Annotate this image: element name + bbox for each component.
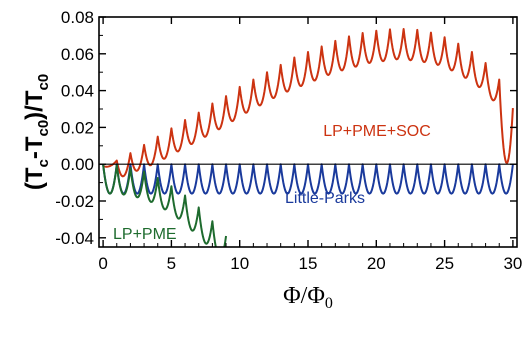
y-tick-label: 0.06 [61,45,94,64]
annotation-little-parks: Little-Parks [285,190,365,207]
series-layer [102,27,514,247]
series-line-lp-pme [102,164,228,247]
x-tick-label: 15 [299,254,318,273]
x-tick-label: 25 [435,254,454,273]
annotations: LP+PME+SOC Little-Parks LP+PME [113,123,431,243]
y-tick-label: 0.02 [61,118,94,137]
annotation-lp-pme: LP+PME [113,226,177,243]
y-axis-label: (Tc-Tc0)/Tc0 [21,74,52,190]
x-tick-label: 10 [230,254,249,273]
annotation-lp-pme-soc: LP+PME+SOC [323,123,431,140]
y-tick-label: 0.00 [61,155,94,174]
x-axis-ticks: 0 5 10 15 20 25 30 [98,17,522,273]
x-tick-label: 0 [98,254,107,273]
y-tick-label: -0.04 [55,229,94,248]
x-tick-label: 30 [503,254,522,273]
y-tick-label: -0.02 [55,192,94,211]
x-axis-label: Φ/Φ0 [283,283,333,312]
y-tick-label: 0.04 [61,82,94,101]
x-tick-label: 20 [367,254,386,273]
y-axis-ticks: 0.08 0.06 0.04 0.02 0.00 -0.02 -0.04 [55,8,517,248]
x-tick-label: 5 [167,254,176,273]
y-tick-label: 0.08 [61,8,94,27]
series-line-lp-pme-soc [102,27,514,178]
